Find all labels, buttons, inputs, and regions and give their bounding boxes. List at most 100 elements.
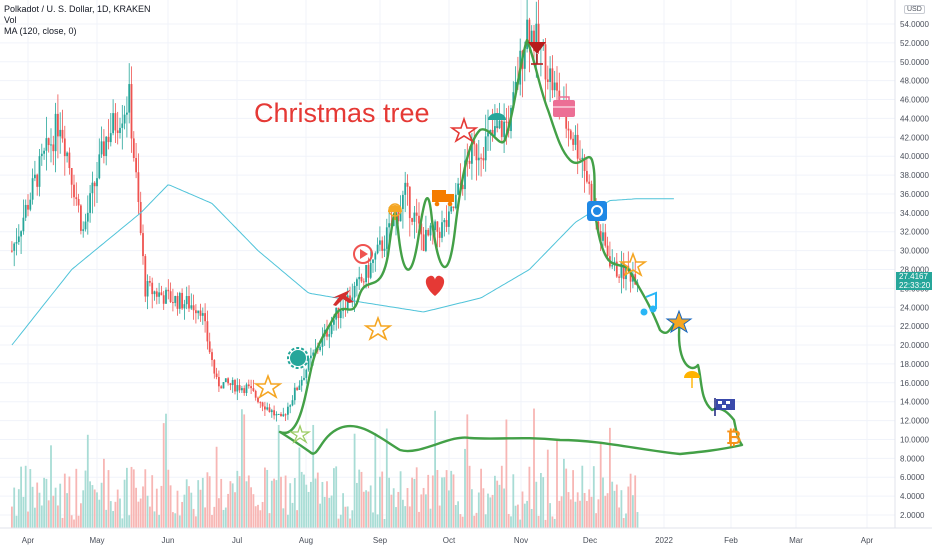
star-icon — [288, 423, 312, 444]
volume-bar — [588, 489, 591, 528]
candle-body — [280, 413, 282, 417]
date-tick-label: Nov — [514, 536, 528, 545]
candle-body — [397, 212, 400, 222]
candle-body — [178, 292, 181, 309]
volume-label[interactable]: Vol — [4, 15, 17, 25]
volume-bar — [457, 501, 459, 528]
cocktail-icon — [528, 42, 546, 65]
volume-bar — [199, 489, 202, 528]
volume-bar — [572, 470, 574, 528]
volume-bar — [563, 458, 565, 528]
candle-body — [50, 144, 52, 146]
volume-bar — [77, 515, 80, 528]
candle-body — [622, 262, 625, 280]
volume-bar — [241, 409, 243, 528]
candle-body — [369, 262, 372, 278]
candle-body — [206, 321, 209, 342]
volume-bar — [523, 503, 526, 528]
currency-label[interactable]: USD — [904, 5, 925, 14]
volume-bar — [296, 510, 298, 528]
candle-body — [183, 304, 186, 309]
candle-body — [77, 199, 80, 206]
candle-body — [565, 106, 568, 129]
candle-body — [289, 405, 292, 407]
volume-bar — [326, 481, 328, 528]
date-tick-label: Mar — [789, 536, 803, 545]
volume-bar — [29, 469, 32, 528]
volume-bar — [374, 432, 377, 528]
candle-body — [220, 386, 223, 389]
volume-bar — [353, 433, 356, 528]
volume-bar — [109, 501, 112, 528]
candle-body — [349, 295, 351, 301]
price-tick-label: 42.0000 — [900, 133, 929, 142]
candle-body — [57, 113, 59, 137]
candle-body — [574, 134, 577, 145]
volume-bar — [224, 507, 227, 528]
candle-body — [367, 264, 370, 278]
volume-bar — [201, 477, 204, 528]
volume-bar — [342, 493, 344, 528]
volume-bar — [632, 495, 634, 528]
candle-body — [498, 120, 501, 129]
symbol-title[interactable]: Polkadot / U. S. Dollar, 1D, KRAKEN — [4, 4, 151, 14]
volume-bar — [328, 497, 331, 528]
volume-bar — [574, 501, 577, 528]
volume-bar — [121, 518, 124, 528]
volume-bar — [609, 427, 611, 528]
volume-bar — [427, 474, 430, 528]
volume-bar — [291, 502, 294, 528]
volume-bar — [158, 514, 160, 528]
volume-bar — [597, 499, 600, 528]
volume-bar — [553, 518, 556, 528]
date-axis[interactable]: Apr May Jun Jul Aug Sep Oct Nov Dec 2022 Feb Mar Apr — [0, 527, 932, 545]
candle-body — [96, 178, 98, 187]
candle-body — [438, 231, 441, 238]
christmas-tree-drawing[interactable] — [278, 38, 744, 456]
candle-body — [443, 220, 446, 223]
candle-body — [243, 388, 246, 394]
candle-body — [551, 68, 554, 91]
star-icon — [618, 251, 648, 277]
candle-body — [505, 121, 508, 123]
volume-bar — [344, 506, 347, 528]
candle-body — [218, 377, 220, 387]
candle-body — [181, 292, 183, 309]
volume-bar — [284, 475, 287, 528]
candle-body — [491, 129, 494, 136]
candle-body — [82, 229, 85, 231]
candle-body — [121, 123, 124, 128]
volume-bar — [420, 494, 423, 528]
volume-bar — [602, 477, 604, 528]
volume-bar — [491, 494, 494, 528]
candle-body — [312, 352, 315, 356]
volume-bar — [259, 510, 262, 528]
volume-bar — [270, 480, 273, 528]
candle-body — [450, 206, 453, 212]
ma-label[interactable]: MA (120, close, 0) — [4, 26, 77, 36]
volume-bar — [174, 513, 177, 528]
volume-bar — [480, 468, 482, 528]
candle-body — [530, 30, 533, 46]
truck-icon — [432, 190, 454, 207]
candle-body — [413, 212, 416, 222]
candle-body — [459, 183, 462, 185]
annotation-text[interactable]: Christmas tree — [254, 98, 430, 128]
volume-bar — [500, 465, 503, 528]
volume-bar — [227, 493, 229, 528]
candle-body — [176, 295, 179, 309]
volume-bar — [362, 491, 365, 528]
volume-bar — [312, 424, 315, 528]
volume-bar — [40, 505, 43, 528]
candle-body — [192, 305, 195, 311]
candle-body — [93, 182, 96, 187]
candle-body — [236, 385, 239, 392]
volume-bar — [535, 481, 538, 528]
candle-body — [445, 220, 448, 227]
candle-body — [374, 253, 377, 260]
price-axis[interactable]: 54.0000 52.0000 50.0000 48.0000 46.0000 44.00… — [894, 0, 929, 528]
candle-body — [70, 168, 73, 185]
candle-body — [100, 141, 103, 155]
volume-bar — [385, 428, 388, 528]
